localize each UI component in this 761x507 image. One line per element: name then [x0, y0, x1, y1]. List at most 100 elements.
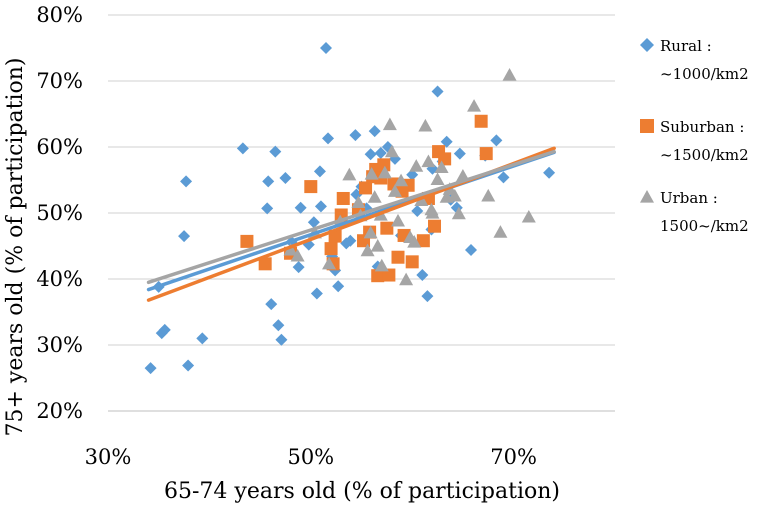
data-point-diamond	[344, 234, 357, 247]
y-tick-label: 80%	[36, 3, 83, 27]
data-point-square	[377, 158, 391, 172]
trendlines	[146, 146, 556, 302]
data-point-diamond	[196, 332, 209, 345]
data-point-square	[304, 180, 318, 194]
data-point-diamond	[314, 200, 327, 213]
legend-marker-triangle	[640, 190, 654, 203]
data-point-diamond	[269, 145, 282, 158]
data-point-diamond	[411, 205, 424, 218]
data-point-triangle	[387, 184, 402, 197]
data-point-diamond	[543, 166, 556, 179]
data-point-square	[258, 257, 272, 271]
data-point-triangle	[451, 206, 466, 220]
data-point-diamond	[416, 269, 429, 282]
data-point-diamond	[265, 298, 278, 311]
data-point-diamond	[307, 216, 320, 229]
legend-label: ~1500/km2	[660, 146, 749, 164]
data-point-triangle	[283, 242, 298, 256]
data-point-square	[474, 114, 488, 128]
x-axis-title: 65-74 years old (% of participation)	[164, 479, 560, 504]
data-point-diamond	[497, 171, 510, 184]
data-point-diamond	[440, 135, 453, 148]
data-point-triangle	[447, 188, 462, 202]
data-point-diamond	[349, 129, 362, 142]
data-point-diamond	[178, 230, 191, 243]
data-point-triangle	[384, 144, 399, 158]
data-point-triangle	[418, 118, 433, 132]
data-point-triangle	[394, 173, 409, 187]
data-point-diamond	[272, 319, 285, 332]
data-point-diamond	[158, 323, 171, 336]
gridlines	[108, 14, 615, 412]
data-point-diamond	[364, 148, 377, 161]
data-point-triangle	[407, 235, 422, 248]
x-tick-label: 30%	[85, 445, 132, 469]
data-point-triangle	[360, 243, 375, 257]
y-tick-label: 30%	[36, 333, 83, 357]
data-point-diamond	[465, 243, 478, 256]
y-tick-label: 50%	[36, 201, 83, 225]
legend-label: Suburban :	[660, 118, 744, 136]
trendline-triangle	[146, 149, 556, 285]
data-point-diamond	[374, 146, 387, 159]
data-point-diamond	[144, 362, 157, 375]
data-point-square	[382, 268, 396, 282]
data-point-diamond	[453, 147, 466, 160]
data-point-square	[240, 234, 254, 248]
data-point-triangle	[434, 160, 449, 174]
data-point-square	[336, 191, 350, 205]
data-point-square	[371, 269, 385, 283]
data-point-square	[391, 250, 405, 264]
data-point-diamond	[182, 359, 195, 372]
x-tick-label: 50%	[287, 445, 334, 469]
data-point-triangle	[493, 225, 508, 238]
data-point-triangle	[399, 272, 414, 286]
data-point-triangle	[374, 258, 389, 272]
data-point-diamond	[490, 134, 503, 147]
data-point-diamond	[431, 85, 444, 98]
data-point-triangle	[425, 206, 440, 219]
legend-label: ~1000/km2	[660, 65, 749, 83]
data-point-triangle	[521, 209, 536, 223]
data-point-triangle	[391, 213, 406, 227]
data-point-square	[479, 147, 493, 161]
data-point-triangle	[322, 256, 337, 270]
data-point-diamond	[320, 42, 333, 54]
data-point-triangle	[421, 154, 436, 168]
y-tick-label: 20%	[36, 399, 83, 423]
data-point-triangle	[409, 159, 424, 172]
legend-label: Urban :	[660, 189, 718, 207]
data-point-square	[405, 255, 419, 269]
data-point-diamond	[310, 287, 323, 300]
x-tick-label: 70%	[490, 445, 537, 469]
data-points	[144, 42, 556, 375]
data-point-diamond	[421, 290, 434, 303]
data-point-square	[359, 181, 373, 195]
data-point-triangle	[351, 195, 366, 209]
data-point-diamond	[279, 172, 292, 185]
data-point-diamond	[236, 142, 249, 155]
data-point-triangle	[370, 239, 385, 252]
data-point-diamond	[322, 132, 335, 145]
data-point-triangle	[363, 225, 378, 239]
data-point-triangle	[342, 167, 357, 181]
y-tick-label: 60%	[36, 135, 83, 159]
data-point-square	[428, 219, 442, 233]
data-point-diamond	[368, 125, 381, 138]
data-point-triangle	[467, 99, 482, 112]
data-point-diamond	[261, 202, 274, 215]
data-point-triangle	[367, 190, 382, 203]
data-point-triangle	[364, 167, 379, 180]
y-tick-label: 70%	[36, 69, 83, 93]
legend-label: 1500~/km2	[660, 217, 749, 235]
data-point-triangle	[481, 188, 496, 202]
data-point-diamond	[294, 201, 307, 214]
data-point-diamond	[332, 280, 345, 293]
data-point-square	[324, 242, 338, 256]
data-point-diamond	[275, 333, 288, 346]
data-point-diamond	[292, 261, 305, 274]
y-tick-label: 40%	[36, 267, 83, 291]
data-point-triangle	[377, 165, 392, 179]
y-axis-title: 75+ years old (% of participation)	[3, 57, 28, 436]
